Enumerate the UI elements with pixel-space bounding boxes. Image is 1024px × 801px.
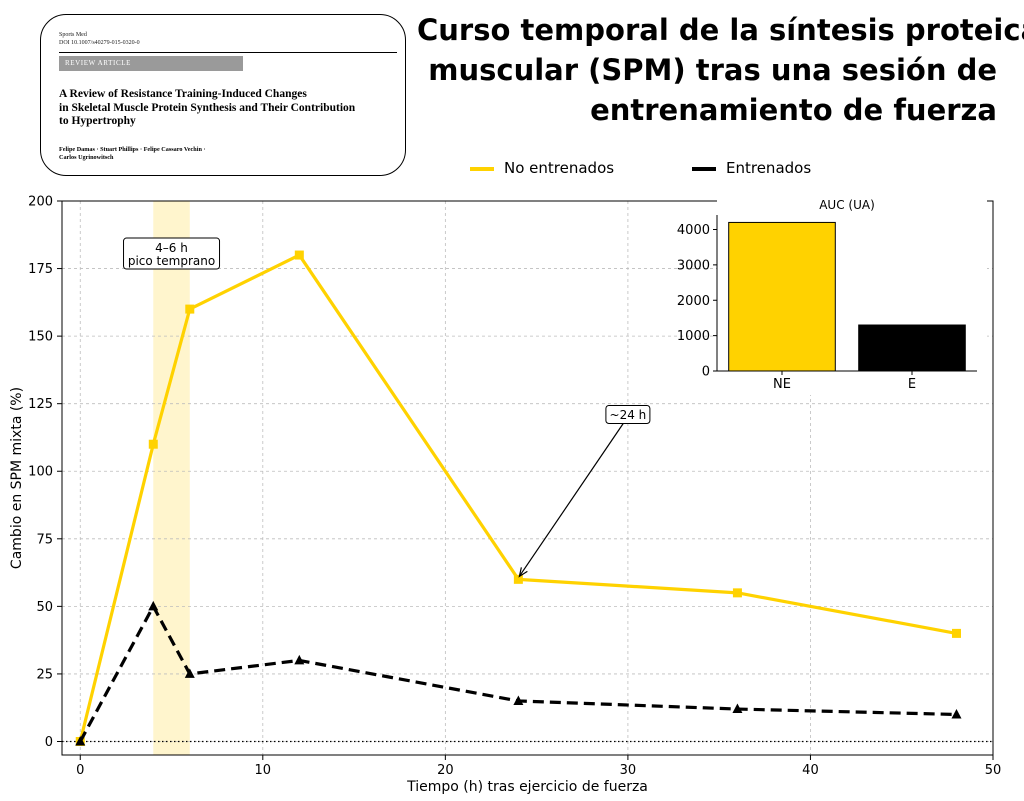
paper-reference-card: Sports Med DOI 10.1007/s40279-015-0320-0… (40, 14, 406, 176)
annotation-arrow (518, 422, 625, 577)
y-tick-label: 200 (28, 195, 53, 210)
paper-article-type: REVIEW ARTICLE (59, 56, 243, 71)
x-tick-label: 10 (255, 763, 272, 778)
x-tick-label: 0 (76, 763, 84, 778)
x-tick-label: 40 (802, 763, 819, 778)
auc-bar-ne (728, 221, 836, 372)
annotation-text: ~24 h (610, 408, 647, 422)
chart-title: Curso temporal de la síntesis proteica m… (417, 10, 1024, 130)
auc-bar-e (858, 324, 966, 372)
y-tick-label: 100 (28, 465, 53, 480)
y-tick-label: 50 (36, 600, 53, 615)
y-tick-label: 75 (36, 532, 53, 547)
inset-y-tick-label: 0 (702, 365, 710, 380)
paper-title-line: to Hypertrophy (59, 115, 136, 127)
data-point-trained (513, 695, 524, 705)
inset-x-tick-label: E (908, 377, 916, 392)
inset-y-tick-label: 3000 (677, 258, 710, 273)
x-tick-label: 50 (985, 763, 1002, 778)
y-tick-label: 150 (28, 330, 53, 345)
legend-label-untrained: No entrenados (504, 159, 615, 177)
data-point-trained (75, 735, 86, 746)
y-tick-label: 125 (28, 397, 53, 412)
data-point-untrained (951, 628, 961, 638)
inset-auc-chart: AUC (UA) NE E 0 1000 2000 3000 4000 (677, 191, 987, 395)
peak-window-band (153, 201, 190, 755)
chart-title-line: muscular (SPM) tras una sesión de (428, 53, 997, 87)
data-point-untrained (185, 304, 195, 314)
paper-journal: Sports Med (59, 32, 87, 38)
chart-title-line: entrenamiento de fuerza (590, 93, 997, 127)
inset-x-tick-label: NE (773, 377, 791, 392)
data-point-trained (951, 708, 962, 719)
data-point-untrained (148, 439, 158, 449)
legend-swatch-untrained (470, 166, 494, 171)
paper-title-line: A Review of Resistance Training-Induced … (59, 88, 307, 100)
x-tick-label: 30 (620, 763, 637, 778)
data-point-trained (148, 600, 159, 611)
y-tick-label: 25 (36, 667, 53, 682)
x-tick-label: 20 (437, 763, 454, 778)
paper-author-line: Carlos Ugrinowitsch (59, 154, 114, 161)
inset-y-tick-label: 1000 (677, 329, 710, 344)
annotation-box (123, 237, 221, 270)
annotation-box (605, 404, 651, 424)
data-point-untrained (294, 250, 304, 260)
data-point-trained (294, 654, 305, 665)
y-tick-label: 0 (45, 735, 53, 750)
legend-item-trained: Entrenados (692, 156, 811, 180)
legend-swatch-trained (692, 166, 716, 171)
paper-title: A Review of Resistance Training-Induced … (59, 88, 399, 129)
annotation-24h: ~24 h (518, 404, 651, 578)
annotation-text: 4–6 h (155, 241, 188, 255)
inset-title: AUC (UA) (819, 198, 875, 212)
chart-title-line: Curso temporal de la síntesis proteica (417, 13, 1024, 47)
y-axis-label: Cambio en SPM mixta (%) (9, 387, 25, 569)
paper-divider (59, 52, 397, 53)
data-point-untrained (513, 574, 523, 584)
inset-y-tick-label: 2000 (677, 294, 710, 309)
inset-y-tick-label: 4000 (677, 223, 710, 238)
data-point-trained (732, 703, 743, 714)
y-tick-label: 175 (28, 262, 53, 277)
legend-item-untrained: No entrenados (470, 156, 614, 180)
x-axis-label: Tiempo (h) tras ejercicio de fuerza (406, 779, 648, 795)
legend-label-trained: Entrenados (726, 159, 812, 177)
annotation-text: pico temprano (128, 254, 215, 268)
paper-title-line: in Skeletal Muscle Protein Synthesis and… (59, 101, 356, 114)
annotation-arrowhead (518, 567, 528, 578)
paper-author-line: Felipe Damas · Stuart Phillips · Felipe … (59, 146, 206, 153)
paper-authors: Felipe Damas · Stuart Phillips · Felipe … (59, 146, 206, 162)
plot-frame (61, 200, 994, 756)
data-point-untrained (732, 588, 742, 598)
data-point-trained (184, 668, 195, 678)
paper-doi: DOI 10.1007/s40279-015-0320-0 (59, 40, 140, 46)
